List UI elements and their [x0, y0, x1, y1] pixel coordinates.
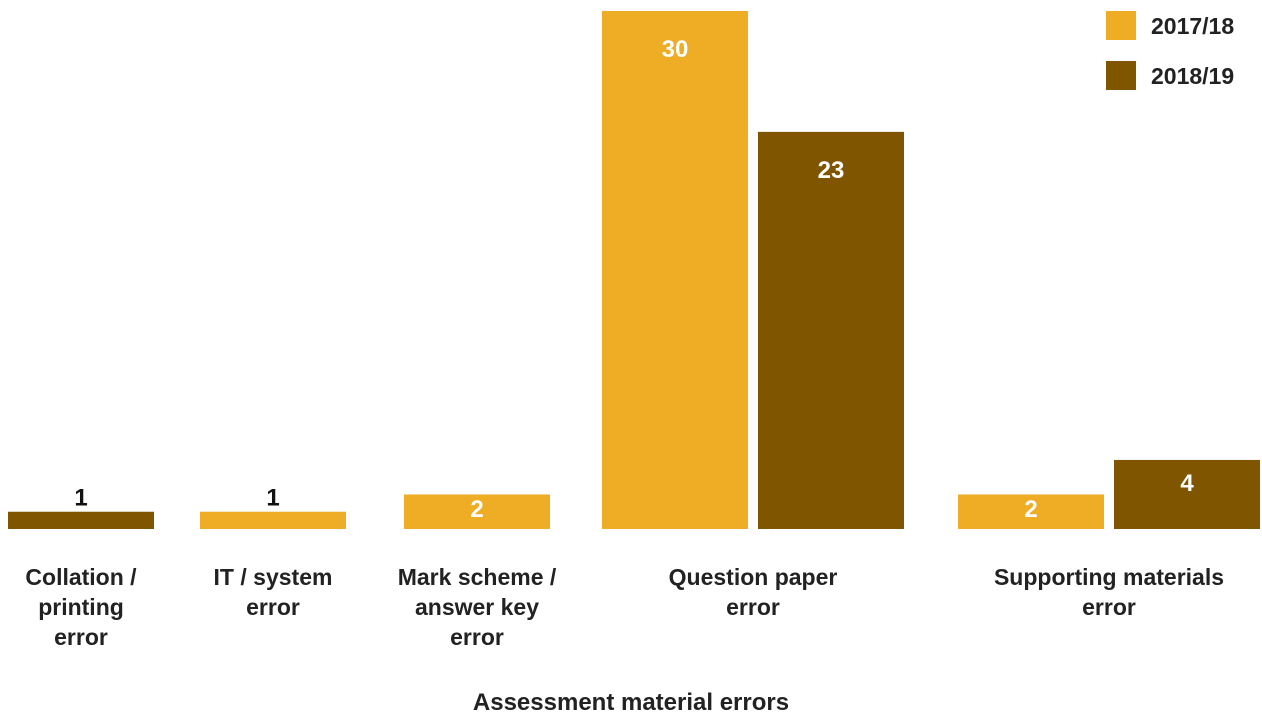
bar-value-label: 4	[1180, 470, 1194, 497]
category-label-line: IT / system	[214, 564, 333, 590]
bar-value-label: 1	[266, 485, 279, 512]
category-label: Collation / printing error	[25, 564, 137, 650]
category-label: Mark scheme / answer key error	[398, 564, 557, 650]
category-label-line: Collation /	[25, 564, 137, 590]
bar-value-label: 1	[74, 485, 87, 512]
bar-value-label: 2	[470, 496, 483, 523]
category-label: Supporting materials error	[994, 564, 1224, 620]
category-label-line: error	[54, 624, 108, 650]
category-label-line: error	[726, 594, 780, 620]
category-label-line: Supporting materials	[994, 564, 1224, 590]
bar-2017-18-cat-3	[602, 11, 748, 529]
category-label-line: error	[450, 624, 504, 650]
bar-labels-group: 1 1 2 30 23 2 4	[74, 36, 1194, 523]
category-label-line: Mark scheme /	[398, 564, 557, 590]
bar-2018-19-cat-3	[758, 131, 904, 529]
category-labels-group: Collation / printing error IT / system error…	[25, 564, 1224, 650]
legend-label: 2018/19	[1151, 63, 1234, 89]
bar-2017-18-cat-2	[404, 494, 550, 529]
legend-label: 2017/18	[1151, 13, 1234, 39]
legend-swatch	[1106, 61, 1136, 90]
category-label-line: error	[1082, 594, 1136, 620]
bar-value-label: 23	[818, 157, 845, 184]
category-label-line: answer key	[415, 594, 539, 620]
bar-2017-18-cat-1	[200, 511, 346, 529]
category-label-line: printing	[38, 594, 124, 620]
category-label-line: error	[246, 594, 300, 620]
category-label: IT / system error	[214, 564, 333, 620]
legend-swatch	[1106, 11, 1136, 40]
category-label: Question paper error	[669, 564, 838, 620]
bar-2018-19-cat-4	[1114, 459, 1260, 529]
bar-2017-18-cat-4	[958, 494, 1104, 529]
category-label-line: Question paper	[669, 564, 838, 590]
x-axis-title: Assessment material errors	[473, 689, 789, 716]
bar-2018-19-cat-0	[8, 511, 154, 529]
legend: 2017/18 2018/19	[1106, 11, 1234, 90]
bar-value-label: 30	[662, 36, 689, 63]
bar-value-label: 2	[1024, 496, 1037, 523]
bars-group	[8, 11, 1260, 529]
